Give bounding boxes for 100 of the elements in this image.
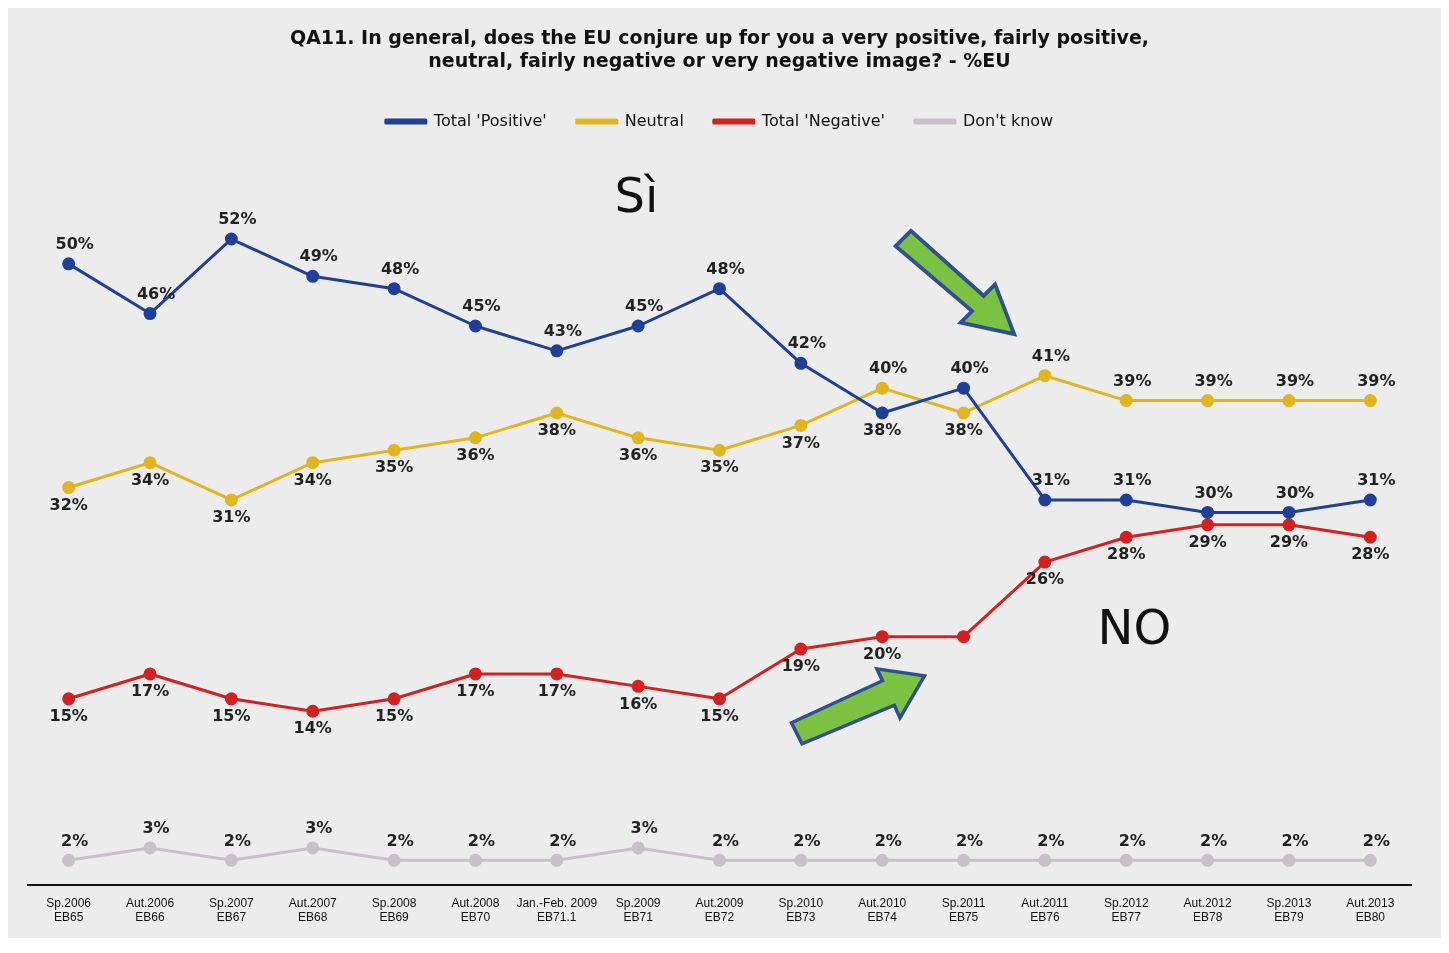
point [1282,853,1296,867]
data-label: 2% [1281,830,1309,850]
point [875,630,889,644]
point [387,692,401,706]
point [143,667,157,681]
point [468,853,482,867]
point [224,493,238,507]
legend-label: Neutral [624,110,684,130]
data-label: 16% [619,693,658,713]
data-label: 2% [1037,830,1065,850]
x-tick-label: Aut.2012 EB78 [1183,895,1232,925]
data-label: 34% [130,469,170,489]
data-label: 36% [456,445,495,464]
point [631,679,645,693]
data-label: 15% [374,705,414,725]
data-label: 3% [630,818,658,838]
data-label: 2% [955,830,984,850]
point [957,406,971,420]
point [794,356,808,370]
point [143,841,157,855]
data-label: 2% [549,830,577,850]
point [631,431,645,445]
data-label: 2% [793,830,821,850]
point [468,667,482,681]
data-label: 39% [1357,370,1396,390]
data-label: 30% [1194,482,1233,502]
data-label: 14% [293,718,332,738]
x-tick-label: Jan.-Feb. 2009 EB71.1 [516,895,598,925]
point [306,269,320,283]
x-tick-label: Aut.2011 EB76 [1021,895,1069,925]
point [1119,493,1133,507]
point [713,443,726,457]
data-label: 48% [706,258,745,278]
point [62,853,76,867]
text: Sì [614,166,659,223]
point [306,704,320,718]
point [1038,853,1052,867]
point [387,853,401,867]
data-label: 31% [1357,470,1396,490]
x-tick-label: Sp.2006 EB65 [46,895,92,925]
point [1119,530,1133,544]
point [550,344,564,358]
data-label: 39% [1275,370,1315,390]
x-tick-label: Sp.2013 EB79 [1266,895,1312,925]
point [1363,530,1377,544]
legend-label: Total 'Positive' [432,110,547,130]
point [143,307,157,321]
point [306,456,320,470]
data-label: 45% [462,296,501,316]
x-tick-label: Aut.2009 EB72 [695,895,744,925]
point [468,319,482,333]
data-label: 32% [49,494,88,514]
data-label: 48% [380,258,420,278]
point [1363,493,1377,507]
data-label: 40% [950,358,989,378]
point [713,853,726,867]
data-label: 2% [874,830,902,850]
point [957,381,971,395]
point [1119,394,1133,408]
data-label: 15% [49,705,88,725]
point [224,853,238,867]
text: QA11. In general, does the EU conjure up for you a very positive, fairly positive, [289,26,1150,49]
point [387,282,401,296]
point [224,692,238,706]
data-label: 34% [293,469,332,489]
legend-label: Don't know [962,110,1054,130]
point [713,282,726,296]
data-label: 43% [543,321,582,341]
data-label: 37% [781,432,820,452]
text: neutral, fairly negative or very negative image? - %EU [428,49,1011,72]
data-label: 2% [467,830,496,850]
x-tick-label: Aut.2007 EB68 [288,895,338,925]
point [794,418,808,432]
point [631,841,645,855]
data-label: 30% [1275,482,1315,502]
point [1282,505,1296,519]
data-label: 35% [700,457,739,477]
point [875,853,889,867]
x-tick-label: Sp.2010 EB73 [778,895,824,925]
data-label: 42% [787,333,826,353]
data-label: 45% [625,296,664,316]
data-label: 3% [305,818,333,838]
x-tick-label: Aut.2013 EB80 [1346,895,1395,925]
data-label: 28% [1351,544,1390,564]
data-label: 2% [223,830,251,850]
data-label: 2% [61,830,89,850]
data-label: 31% [1031,470,1071,490]
data-label: 31% [212,507,251,527]
data-label: 3% [142,818,170,838]
data-label: 38% [537,420,576,440]
point [713,692,726,706]
x-tick-label: Sp.2008 EB69 [371,895,417,925]
data-label: 35% [374,457,414,477]
data-label: 39% [1194,370,1233,390]
data-label: 15% [700,705,739,725]
data-label: 20% [863,643,902,663]
point [1201,505,1215,519]
data-label: 29% [1269,531,1309,551]
point [1201,394,1215,408]
point [550,406,564,420]
